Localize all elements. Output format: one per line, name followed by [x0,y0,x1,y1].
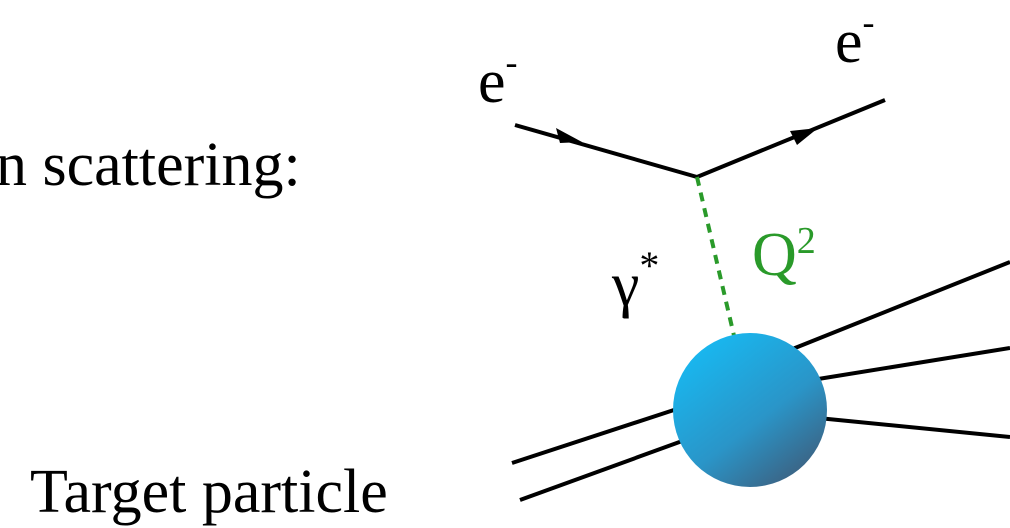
label-base: Q [752,221,797,289]
label-sup: - [506,42,518,82]
q2-label: Q2 [752,220,816,289]
target-label: Target particle [30,458,388,526]
arrow-out [790,128,818,145]
label-sup: - [863,2,875,42]
label-base: e [835,8,863,76]
page: n scattering: e- e- γ* Q2 Target particl… [0,0,1010,528]
heading: n scattering: [0,131,301,199]
label-base: e [478,48,506,116]
outgoing-electron-label: e- [835,2,875,76]
photon-label: γ* [611,243,659,319]
diagram: n scattering: e- e- γ* Q2 Target particl… [0,0,1010,528]
label-sup: 2 [797,220,816,262]
target-blob [673,333,827,487]
incoming-electron-label: e- [478,42,518,116]
arrow-in [556,128,582,143]
label-base: γ [611,251,639,319]
label-sup: * [639,243,659,288]
photon-line [697,177,735,340]
